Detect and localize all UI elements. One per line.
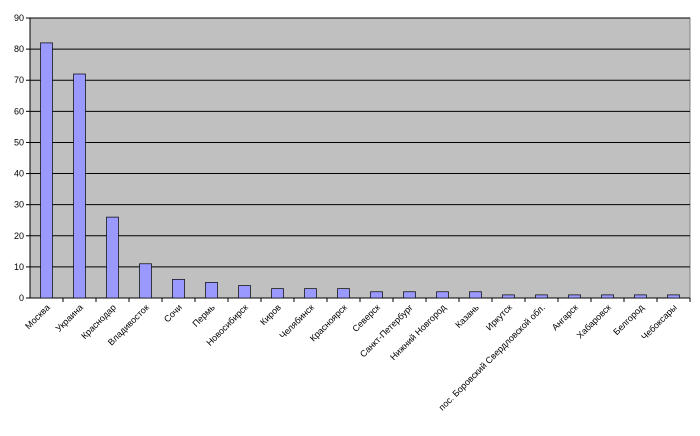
x-tick-label: Сочи <box>162 302 184 324</box>
x-tick-label: Чебоксары <box>639 302 679 342</box>
bar <box>106 216 119 299</box>
y-tick-label: 90 <box>14 13 24 23</box>
bar <box>172 278 185 299</box>
bar <box>271 288 284 299</box>
bar <box>370 291 383 299</box>
y-tick-label: 20 <box>14 231 24 241</box>
x-tick-label: Ангарск <box>550 302 580 332</box>
y-tick-label: 30 <box>14 200 24 210</box>
bar <box>139 263 152 299</box>
x-tick-label: Хабаровск <box>575 302 613 340</box>
bar <box>40 42 53 299</box>
bar <box>469 291 482 299</box>
y-tick-label: 40 <box>14 169 24 179</box>
x-tick-label: Северск <box>350 302 382 334</box>
y-tick-label: 0 <box>19 293 24 303</box>
bar <box>238 285 251 299</box>
bar <box>337 288 350 299</box>
y-tick-label: 10 <box>14 262 24 272</box>
bar <box>535 294 548 299</box>
bar <box>502 294 515 299</box>
bar <box>403 291 416 299</box>
bar <box>436 291 449 299</box>
plot-area <box>29 17 691 299</box>
x-tick-label: Казань <box>453 302 481 330</box>
y-tick-label: 80 <box>14 44 24 54</box>
bar <box>568 294 581 299</box>
y-tick-label: 50 <box>14 137 24 147</box>
bar <box>667 294 680 299</box>
x-tick-label: Украина <box>54 302 85 333</box>
bar <box>634 294 647 299</box>
bar <box>73 73 86 299</box>
bar <box>304 288 317 299</box>
bar <box>601 294 614 299</box>
y-tick-label: 70 <box>14 75 24 85</box>
x-tick-label: Нижний Новгород <box>388 302 448 362</box>
x-tick-label: Москва <box>23 302 52 331</box>
x-tick-label: Иркутск <box>484 302 514 332</box>
bar <box>205 282 218 299</box>
x-tick-label: Киров <box>258 302 283 327</box>
y-tick-label: 60 <box>14 106 24 116</box>
x-tick-label: Пермь <box>190 302 217 329</box>
